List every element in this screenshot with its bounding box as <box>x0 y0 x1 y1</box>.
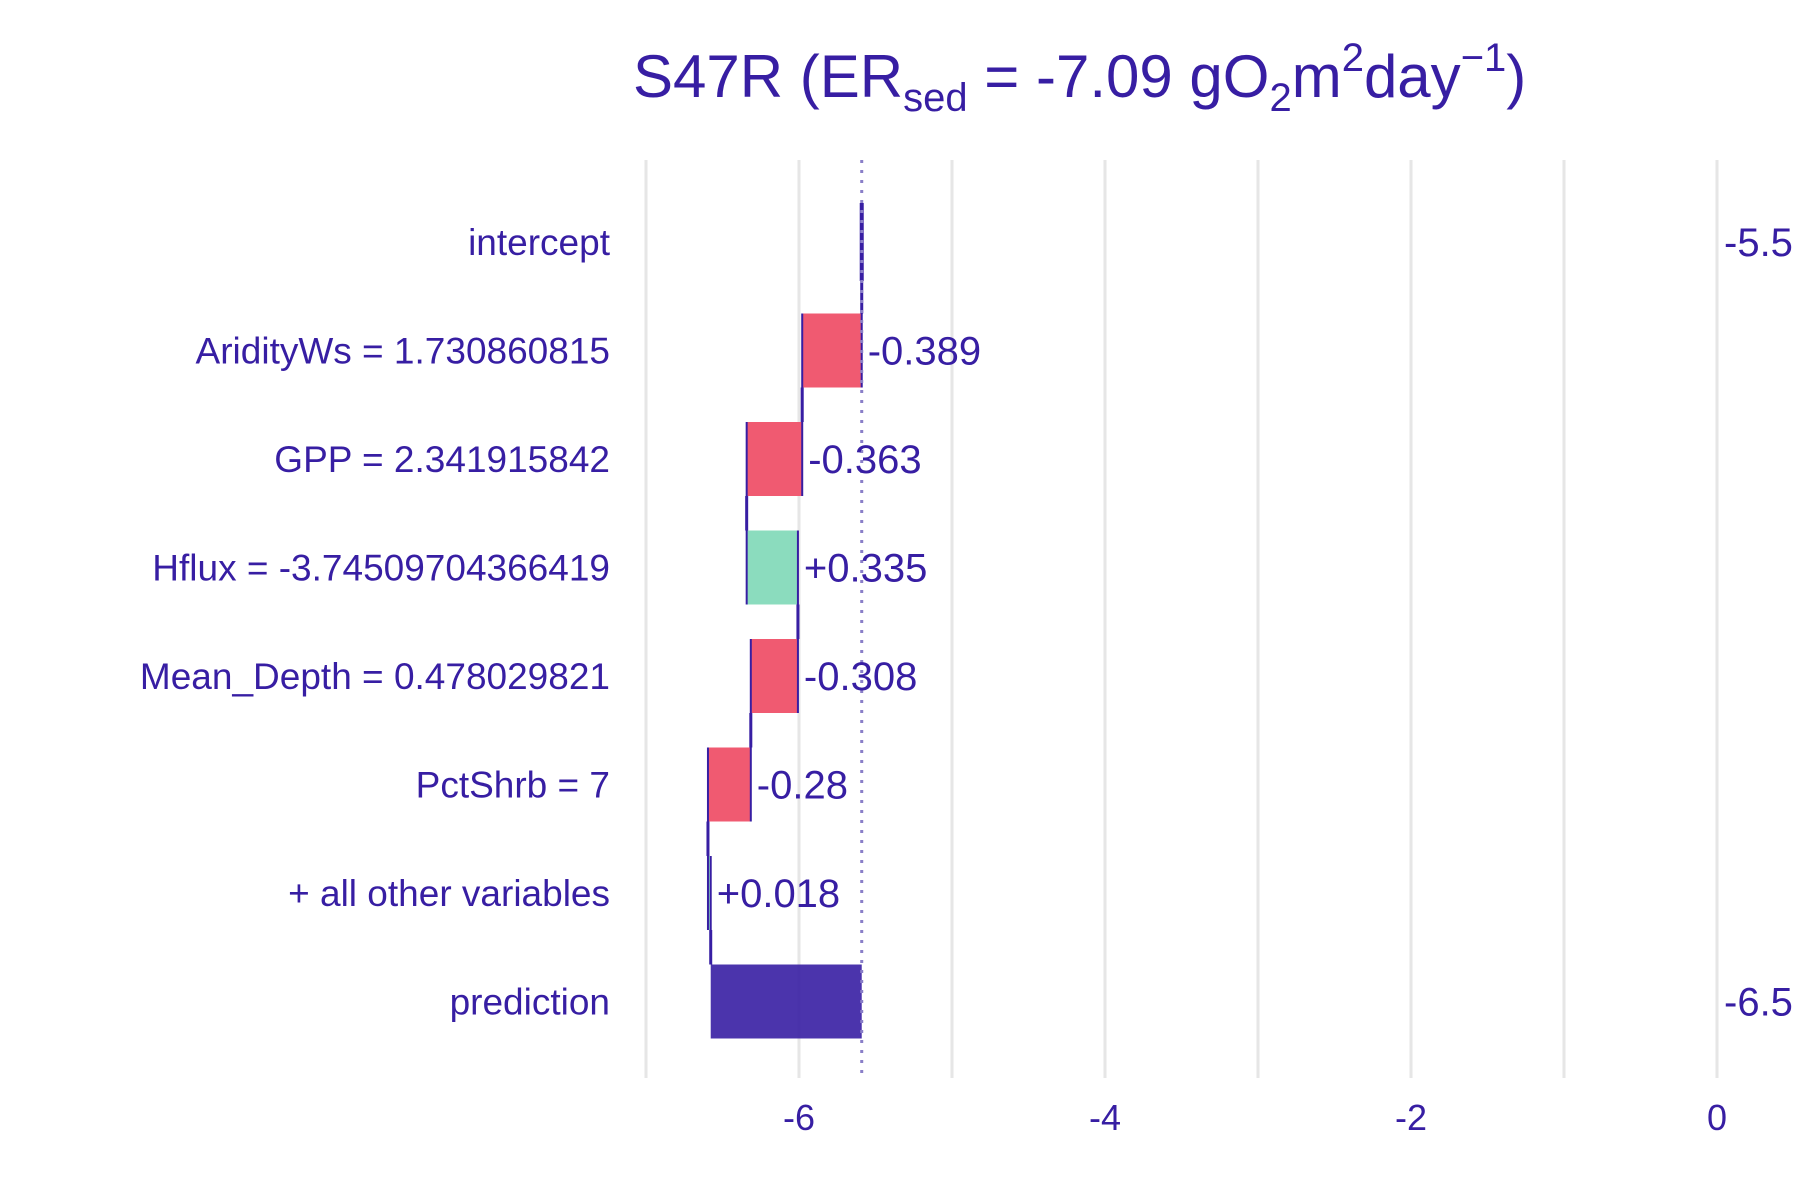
bars <box>706 160 864 1078</box>
value-label: +0.018 <box>717 872 840 916</box>
value-label: -0.28 <box>757 764 848 808</box>
feature-label: prediction <box>450 982 610 1023</box>
title-superscript-2: 2 <box>1341 36 1364 80</box>
title-prefix: S47R (ER <box>633 43 904 110</box>
x-tick-label: -6 <box>783 1097 815 1138</box>
value-label: -0.389 <box>868 330 981 374</box>
value-label: +0.335 <box>804 547 927 591</box>
feature-label: Hflux = -3.74509704366419 <box>152 548 610 589</box>
title-suffix: ) <box>1506 43 1527 110</box>
feature-label: intercept <box>468 222 611 263</box>
gridlines <box>644 160 1719 1078</box>
value-label: -6.5 <box>1724 981 1793 1025</box>
title-subscript-sed: sed <box>903 76 968 120</box>
chart-title: S47R (ERsed = -7.09 gO2m2day−1) <box>633 34 1526 122</box>
value-label: -0.308 <box>804 655 917 699</box>
title-day: day <box>1363 43 1461 110</box>
contribution-bar <box>707 856 711 930</box>
feature-label: + all other variables <box>288 873 610 914</box>
contribution-bar <box>750 639 798 713</box>
contribution-bar <box>746 530 798 605</box>
title-middle: = -7.09 gO <box>967 43 1270 110</box>
contribution-bar <box>707 747 751 822</box>
title-subscript-2: 2 <box>1269 76 1292 120</box>
labels: -6 -4 -2 0 intercept -5.5 AridityWs = 1.730860… <box>140 221 1793 1138</box>
x-tick-label: -2 <box>1395 1097 1427 1138</box>
x-tick-label: -4 <box>1089 1097 1121 1138</box>
title-superscript-neg1: −1 <box>1460 36 1507 80</box>
contribution-bar <box>746 422 803 496</box>
value-label: -5.5 <box>1724 221 1793 265</box>
feature-label: AridityWs = 1.730860815 <box>196 331 610 372</box>
prediction-bar <box>710 964 862 1039</box>
feature-label: Mean_Depth = 0.478029821 <box>140 656 610 697</box>
value-label: -0.363 <box>808 438 921 482</box>
contribution-bar <box>802 313 862 388</box>
feature-label: PctShrb = 7 <box>416 765 610 806</box>
feature-label: GPP = 2.341915842 <box>274 439 610 480</box>
x-tick-label: 0 <box>1707 1097 1727 1138</box>
title-m: m <box>1291 43 1342 110</box>
